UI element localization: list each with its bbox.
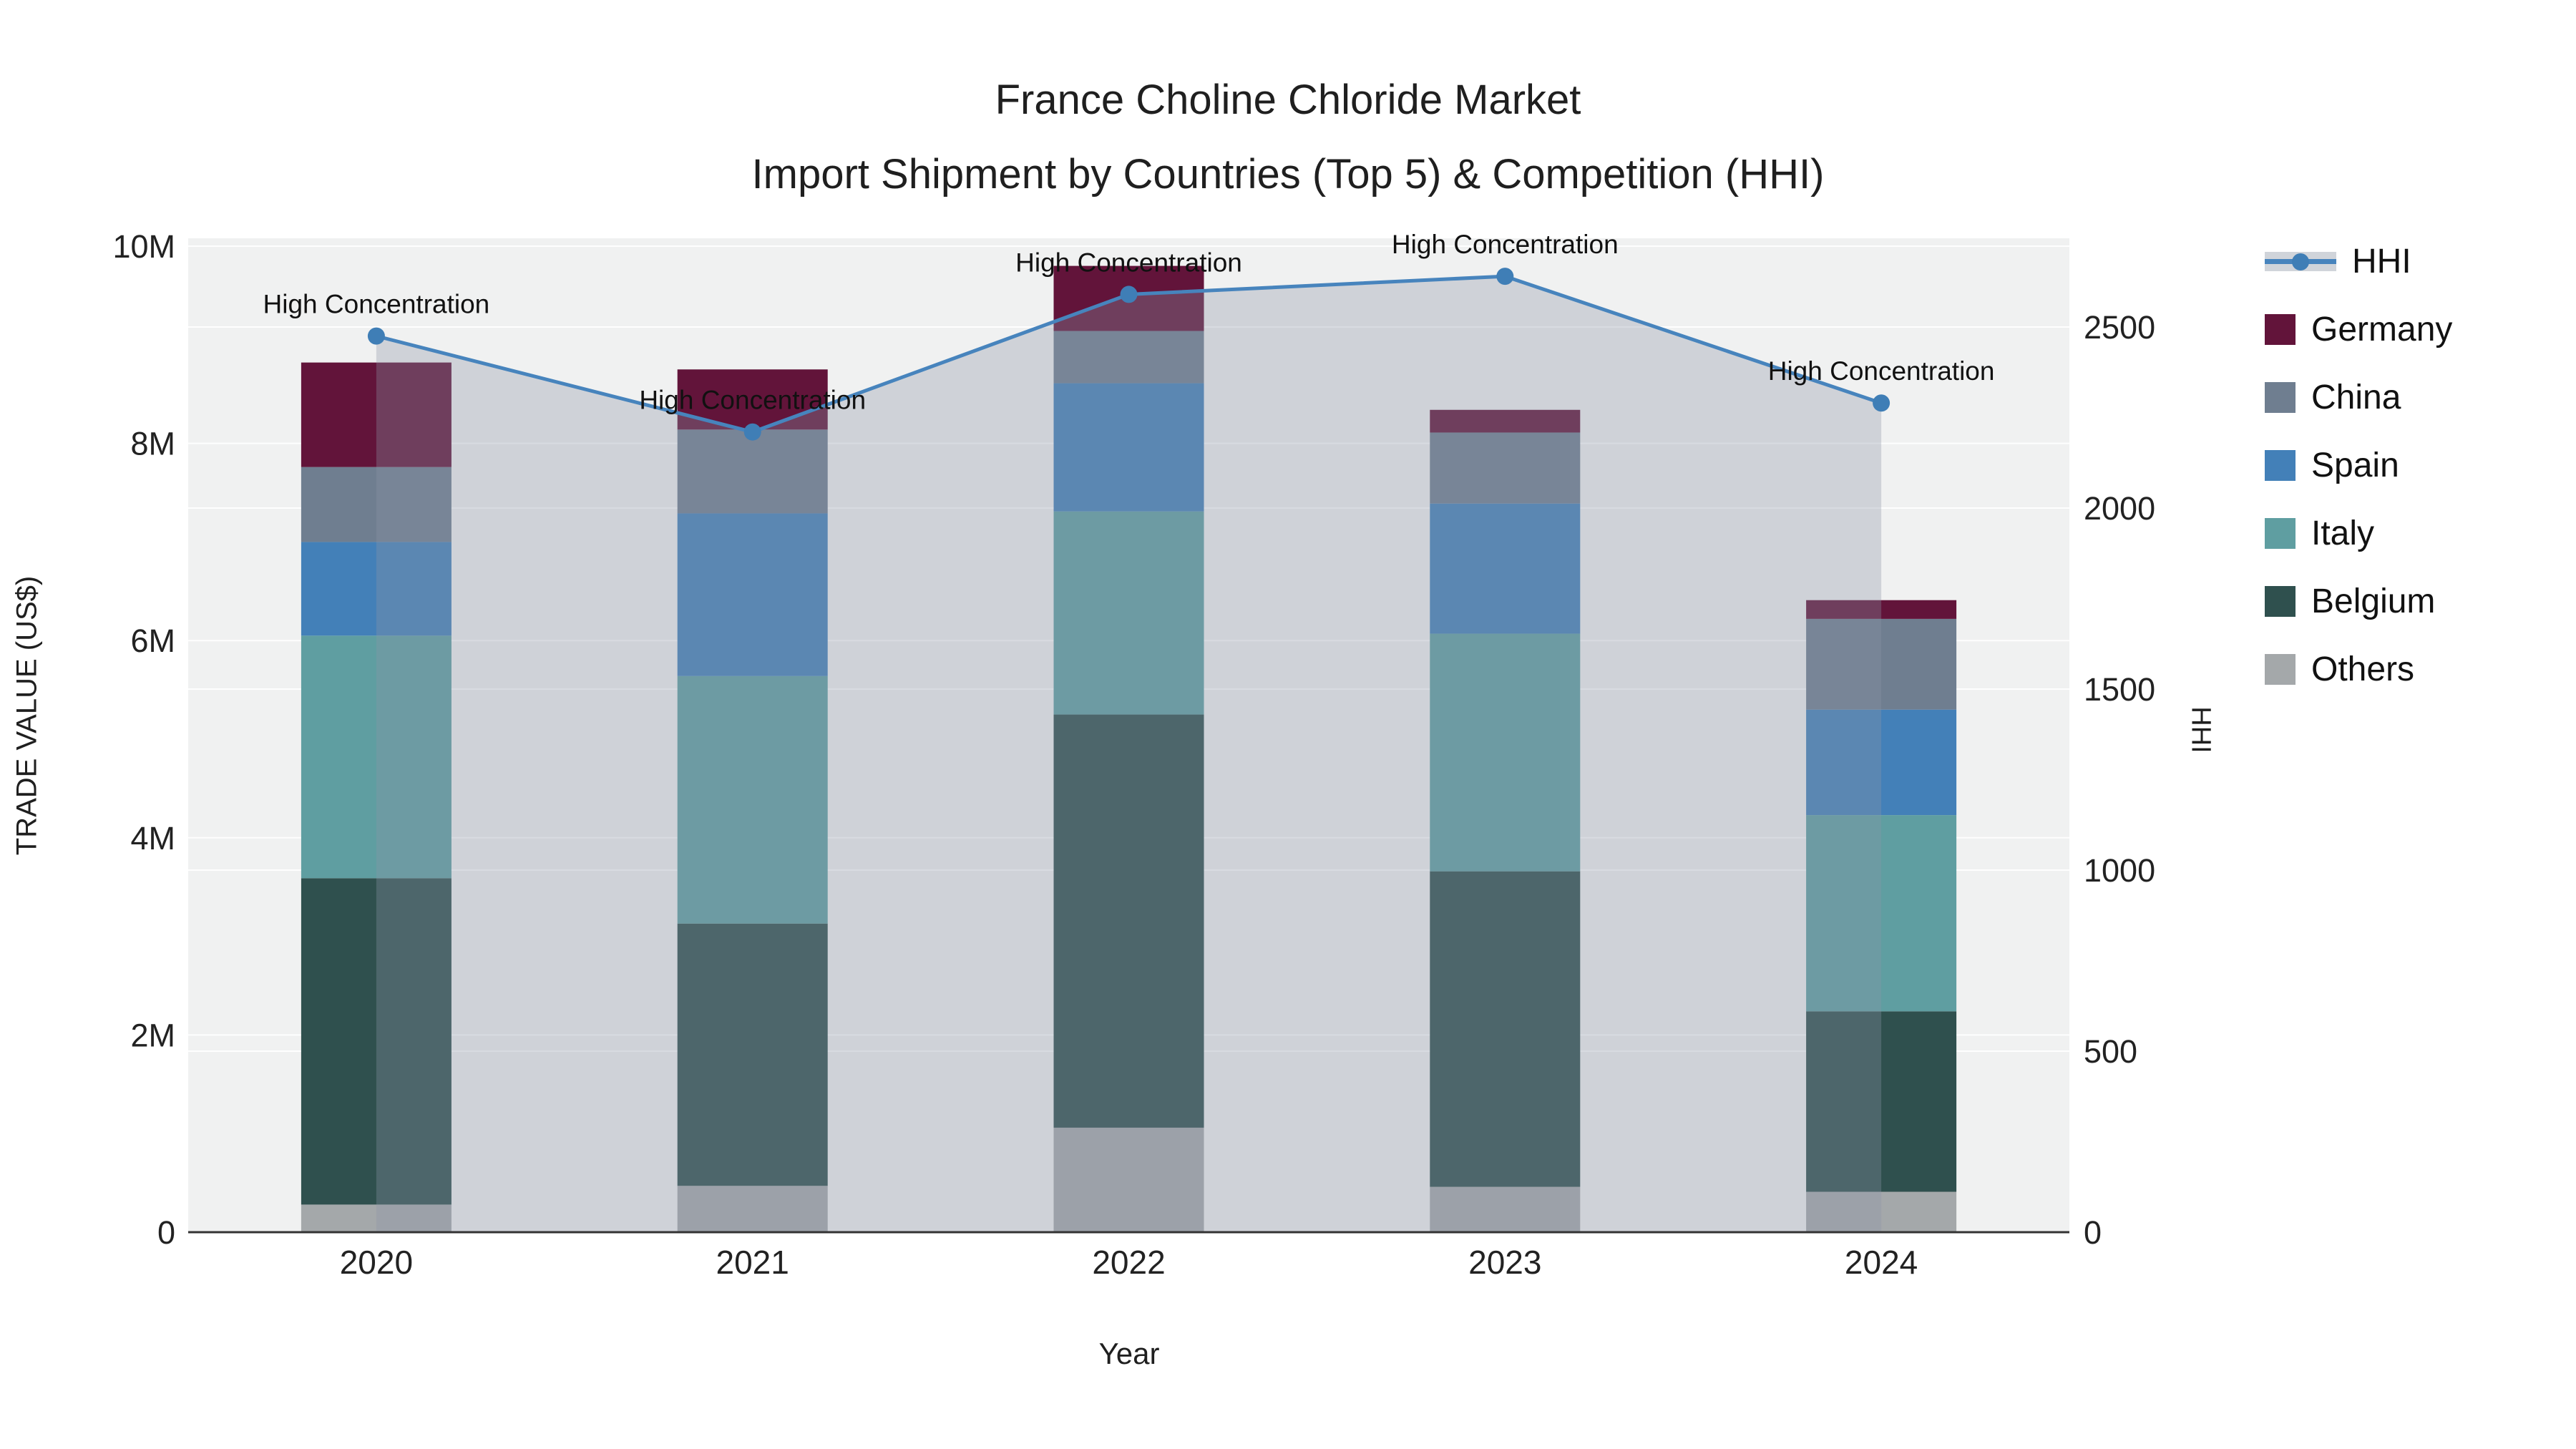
- x-axis-title: Year: [1098, 1337, 1160, 1370]
- legend-swatch-germany: [2265, 314, 2296, 345]
- legend-item-germany[interactable]: Germany: [2265, 296, 2452, 364]
- y-left-tick-label-0: 0: [157, 1214, 175, 1251]
- bar-segment-others-2022[interactable]: [1053, 1127, 1204, 1232]
- bar-segment-others-2023[interactable]: [1430, 1186, 1581, 1232]
- bar-segment-spain-2020[interactable]: [301, 542, 452, 636]
- bar-segment-others-2021[interactable]: [677, 1186, 828, 1232]
- chart-title-line2: Import Shipment by Countries (Top 5) & C…: [751, 151, 1825, 197]
- legend-label: Spain: [2311, 447, 2399, 484]
- bar-segment-belgium-2024[interactable]: [1806, 1011, 1957, 1192]
- legend-swatch-italy: [2265, 518, 2296, 549]
- y-left-tick-label-8M: 8M: [130, 426, 175, 462]
- bar-segment-spain-2023[interactable]: [1430, 503, 1581, 634]
- hhi-point-2021[interactable]: [743, 423, 761, 441]
- legend-label: Belgium: [2311, 582, 2436, 620]
- y-right-tick-label-1500: 1500: [2084, 671, 2155, 708]
- y-right-axis-title: HHI: [2185, 706, 2216, 753]
- legend-item-others[interactable]: Others: [2265, 635, 2452, 703]
- legend-label: Germany: [2311, 311, 2453, 348]
- x-tick-label-2021: 2021: [716, 1244, 789, 1281]
- bar-segment-spain-2022[interactable]: [1053, 383, 1204, 512]
- bar-segment-china-2023[interactable]: [1430, 432, 1581, 504]
- hhi-point-2024[interactable]: [1873, 394, 1890, 412]
- bar-segment-italy-2021[interactable]: [677, 675, 828, 924]
- hhi-point-2020[interactable]: [367, 327, 385, 345]
- legend-item-china[interactable]: China: [2265, 364, 2452, 431]
- y-left-tick-label-4M: 4M: [130, 820, 175, 857]
- bar-segment-germany-2024[interactable]: [1806, 600, 1957, 619]
- y-right-tick-label-1000: 1000: [2084, 852, 2155, 889]
- x-tick-label-2022: 2022: [1092, 1244, 1165, 1281]
- annotation-high-concentration-2021: High Concentration: [639, 386, 866, 415]
- x-tick-label-2024: 2024: [1845, 1244, 1918, 1281]
- bar-segment-spain-2021[interactable]: [677, 513, 828, 676]
- bar-segment-germany-2023[interactable]: [1430, 409, 1581, 433]
- chart-title: France Choline Chloride Market Import Sh…: [0, 63, 2576, 212]
- y-right-tick-label-500: 500: [2084, 1033, 2137, 1070]
- y-left-axis-title: TRADE VALUE (US$): [11, 575, 43, 856]
- bar-segment-spain-2024[interactable]: [1806, 709, 1957, 816]
- bar-segment-belgium-2020[interactable]: [301, 878, 452, 1205]
- legend-item-hhi[interactable]: HHI: [2265, 228, 2452, 296]
- legend-swatch-spain: [2265, 450, 2296, 481]
- y-right-tick-label-0: 0: [2084, 1214, 2102, 1251]
- legend-label: HHI: [2352, 243, 2411, 280]
- hhi-point-2023[interactable]: [1496, 268, 1514, 286]
- y-left-tick-label-2M: 2M: [130, 1017, 175, 1053]
- legend-label: China: [2311, 379, 2401, 416]
- annotation-high-concentration-2023: High Concentration: [1392, 230, 1619, 259]
- bar-segment-china-2022[interactable]: [1053, 331, 1204, 384]
- hhi-point-2022[interactable]: [1120, 286, 1138, 303]
- legend-item-spain[interactable]: Spain: [2265, 431, 2452, 499]
- y-right-tick-label-2000: 2000: [2084, 490, 2155, 527]
- legend-label: Italy: [2311, 514, 2375, 552]
- bar-segment-italy-2023[interactable]: [1430, 633, 1581, 872]
- y-left-tick-label-10M: 10M: [112, 228, 175, 265]
- chart-title-line1: France Choline Chloride Market: [995, 77, 1581, 123]
- annotation-high-concentration-2024: High Concentration: [1768, 356, 1995, 386]
- legend-item-italy[interactable]: Italy: [2265, 499, 2452, 567]
- legend-hhi-line-icon: [2265, 246, 2336, 277]
- legend-swatch-belgium: [2265, 586, 2296, 617]
- bar-segment-italy-2024[interactable]: [1806, 815, 1957, 1012]
- y-left-tick-label-6M: 6M: [130, 623, 175, 659]
- bar-segment-others-2020[interactable]: [301, 1204, 452, 1232]
- legend-item-belgium[interactable]: Belgium: [2265, 567, 2452, 635]
- bar-segment-italy-2020[interactable]: [301, 635, 452, 879]
- bar-segment-belgium-2022[interactable]: [1053, 714, 1204, 1128]
- annotation-high-concentration-2020: High Concentration: [263, 290, 490, 319]
- bar-segment-belgium-2021[interactable]: [677, 923, 828, 1186]
- annotation-high-concentration-2022: High Concentration: [1015, 248, 1242, 277]
- bar-segment-others-2024[interactable]: [1806, 1191, 1957, 1232]
- hhi-area-fill: [376, 276, 1882, 1233]
- x-tick-label-2020: 2020: [340, 1244, 413, 1281]
- bar-segment-italy-2022[interactable]: [1053, 511, 1204, 715]
- legend: HHI Germany China Spain Italy Belgium Others: [2265, 228, 2452, 703]
- bar-segment-china-2024[interactable]: [1806, 618, 1957, 710]
- bar-segment-china-2021[interactable]: [677, 429, 828, 514]
- x-tick-label-2023: 2023: [1468, 1244, 1541, 1281]
- bar-segment-china-2020[interactable]: [301, 467, 452, 542]
- legend-swatch-china: [2265, 382, 2296, 413]
- legend-swatch-others: [2265, 654, 2296, 685]
- bar-segment-germany-2020[interactable]: [301, 362, 452, 467]
- legend-label: Others: [2311, 650, 2415, 688]
- y-right-tick-label-2500: 2500: [2084, 309, 2155, 346]
- bar-segment-belgium-2023[interactable]: [1430, 871, 1581, 1187]
